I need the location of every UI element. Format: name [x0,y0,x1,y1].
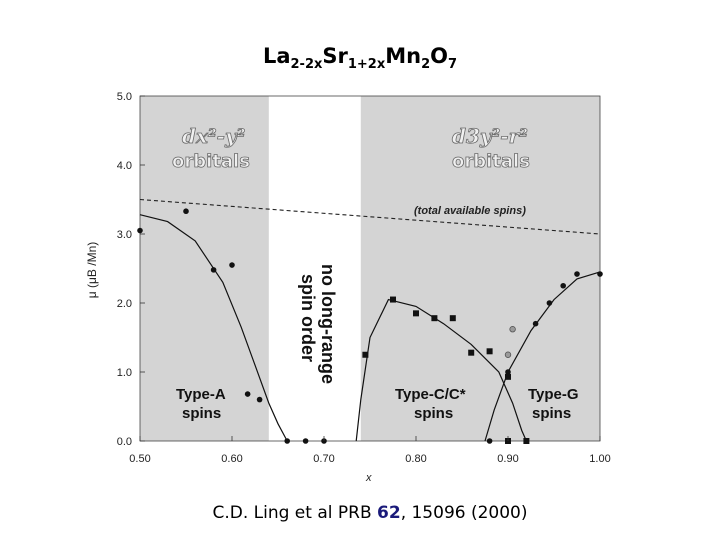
data-point-circle-15 [597,271,603,277]
x-tick-label-3: 0.80 [405,453,426,465]
data-point-circle-9 [486,438,493,444]
data-point-square-8 [523,438,530,444]
data-point-circle-1 [183,208,189,215]
region-label-c-line1: Type-C/C* [395,386,466,403]
shaded-regions [140,96,600,441]
data-point-square-1 [390,296,396,303]
y-tick-label-4: 4.0 [117,160,132,172]
chart-title: La2-2xSr1+2xMn2O7 [262,44,458,73]
y-tick-label-3: 3.0 [117,229,132,241]
y-tick-label-0: 0.0 [117,436,132,448]
orbital-label-right-line1: d3y²-r² [452,124,528,148]
data-point-circle-13 [560,282,566,289]
orbital-labels: dx²-y² orbitals d3y²-r² orbitals [172,124,531,173]
y-tick-label-1: 1.0 [117,367,132,379]
region-label-a-line1: Type-A [176,386,226,403]
data-point-square-3 [431,315,438,322]
x-tick-label-5: 1.00 [589,453,610,465]
data-point-circle-11 [532,320,539,327]
y-tick-label-5: 5.0 [117,91,132,103]
center-label-line2: spin order [298,274,318,362]
fit-curve-1 [355,298,527,442]
data-point-circle-14 [574,271,580,277]
data-points [137,208,603,444]
x-tick-label-0: 0.50 [129,453,150,465]
x-axis-label: x [365,472,372,484]
y-axis-label: μ (μB /Mn) [85,242,99,299]
orbital-label-left-line2: orbitals [172,151,250,172]
fit-curve-0 [139,214,288,442]
data-point-circle-12 [546,300,553,306]
y-tick-label-2: 2.0 [117,298,132,310]
data-point-circle-5 [256,396,263,403]
x-tick-label-2: 0.70 [313,453,334,465]
data-point-square-0 [362,351,369,358]
x-tick-label-4: 0.90 [497,453,518,465]
total-spins-label: (total available spins) [414,205,526,217]
fit-curve-2 [484,271,601,442]
data-point-circle-7 [302,438,309,444]
region-label-g-line1: Type-G [528,386,579,403]
data-point-open-circle-1 [509,326,516,333]
fit-curves [139,214,601,442]
data-point-open-circle-0 [504,351,512,358]
data-point-square-7 [505,373,511,380]
region-label-g-line2: spins [532,405,571,422]
data-point-circle-10 [505,369,511,375]
data-point-circle-4 [244,391,251,397]
data-point-square-4 [449,315,456,322]
data-point-square-2 [413,310,419,317]
citation-authors: C.D. Ling et al PRB [212,503,378,523]
x-tick-label-1: 0.60 [221,453,242,465]
shaded-region-1 [360,96,600,441]
orbital-label-right-line2: orbitals [452,151,530,172]
center-label-line1: no long-range [318,264,338,384]
data-point-circle-0 [137,227,143,234]
region-labels: Type-A spins Type-C/C* spins Type-G spin… [176,386,579,422]
data-point-circle-3 [229,262,235,268]
citation-volume: 62 [377,503,401,523]
data-point-circle-2 [210,267,217,273]
region-label-a-line2: spins [182,405,221,422]
data-point-circle-6 [284,438,291,444]
orbital-label-left-line1: dx²-y² [182,124,246,148]
data-point-square-5 [468,349,475,356]
shaded-region-0 [140,96,269,441]
region-label-c-line2: spins [414,405,453,422]
citation: C.D. Ling et al PRB 62, 15096 (2000) [0,503,720,523]
center-label: no long-range spin order [298,264,338,384]
data-point-square-6 [486,348,493,355]
axis-ticks: 0.50 0.60 0.70 0.80 0.90 1.00 0.0 1.0 2.0 3.0 4.0 5… [117,91,611,465]
plot-border [139,95,601,442]
plot-frame [139,95,601,442]
citation-pages-year: , 15096 (2000) [400,503,528,523]
